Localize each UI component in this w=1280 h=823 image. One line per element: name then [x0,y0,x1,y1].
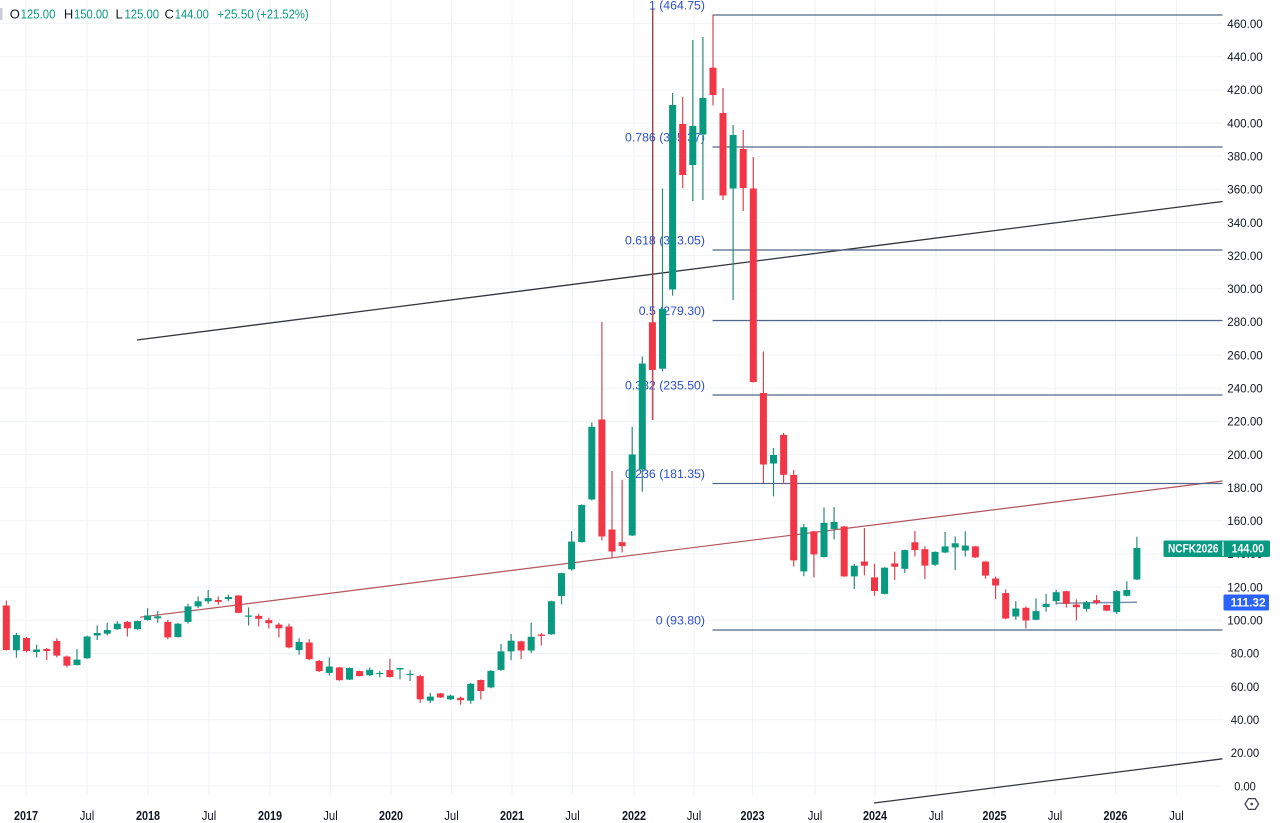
svg-text:H: H [64,7,73,22]
svg-text:2023: 2023 [741,808,765,823]
svg-text:360.00: 360.00 [1227,183,1263,197]
svg-text:Jul: Jul [1169,808,1184,823]
svg-text:Jul: Jul [80,808,95,823]
svg-text:0.382 (235.50): 0.382 (235.50) [625,379,705,393]
svg-text:420.00: 420.00 [1227,83,1263,97]
svg-text:2025: 2025 [983,808,1007,823]
svg-text:0.5 (279.30): 0.5 (279.30) [639,304,705,318]
svg-text:1 (464.75): 1 (464.75) [649,0,705,13]
svg-text:2021: 2021 [500,808,524,823]
svg-text:40.00: 40.00 [1231,713,1260,727]
svg-text:460.00: 460.00 [1227,17,1263,31]
svg-text:150.00: 150.00 [74,7,108,22]
svg-text:125.00: 125.00 [125,7,160,22]
svg-text:240.00: 240.00 [1227,382,1263,396]
svg-text:200.00: 200.00 [1227,448,1263,462]
svg-text:2020: 2020 [379,808,403,823]
svg-text:260.00: 260.00 [1227,348,1263,362]
svg-text:2026: 2026 [1104,808,1128,823]
svg-text:Jul: Jul [687,808,702,823]
svg-text:0.618 (323.05): 0.618 (323.05) [625,234,705,248]
svg-text:2022: 2022 [622,808,646,823]
svg-text:100.00: 100.00 [1227,614,1263,628]
svg-text:0.236 (181.35): 0.236 (181.35) [625,467,705,481]
svg-text:+25.50: +25.50 [217,7,254,22]
svg-text:440.00: 440.00 [1227,50,1263,64]
svg-text:(+21.52%): (+21.52%) [257,7,309,22]
svg-text:Jul: Jul [323,808,338,823]
svg-text:Jul: Jul [444,808,459,823]
svg-text:NCFK2026: NCFK2026 [1168,544,1219,556]
svg-text:Jul: Jul [565,808,580,823]
svg-text:280.00: 280.00 [1227,315,1263,329]
svg-text:320.00: 320.00 [1227,249,1263,263]
svg-text:Jul: Jul [202,808,217,823]
svg-text:2018: 2018 [136,808,160,823]
svg-text:L: L [116,7,123,22]
svg-text:144.00: 144.00 [175,7,209,22]
svg-text:180.00: 180.00 [1227,481,1263,495]
svg-text:2017: 2017 [14,808,38,823]
svg-text:O: O [10,7,20,22]
svg-text:120.00: 120.00 [1227,580,1263,594]
svg-text:Jul: Jul [808,808,823,823]
svg-text:220.00: 220.00 [1227,415,1263,429]
svg-text:111.32: 111.32 [1231,598,1266,610]
svg-text:80.00: 80.00 [1231,647,1260,661]
svg-text:400.00: 400.00 [1227,116,1263,130]
svg-text:160.00: 160.00 [1227,514,1263,528]
svg-text:2019: 2019 [258,808,282,823]
svg-text:0 (93.80): 0 (93.80) [656,614,705,628]
svg-text:Jul: Jul [1048,808,1063,823]
svg-text:20.00: 20.00 [1231,746,1260,760]
svg-text:0.00: 0.00 [1234,779,1256,793]
svg-text:144.00: 144.00 [1232,544,1265,556]
svg-text:125.00: 125.00 [21,7,56,22]
svg-text:380.00: 380.00 [1227,149,1263,163]
svg-text:C: C [165,7,174,22]
svg-text:340.00: 340.00 [1227,216,1263,230]
svg-text:60.00: 60.00 [1231,680,1260,694]
svg-text:2024: 2024 [863,808,888,823]
svg-text:Jul: Jul [929,808,944,823]
svg-text:300.00: 300.00 [1227,282,1263,296]
